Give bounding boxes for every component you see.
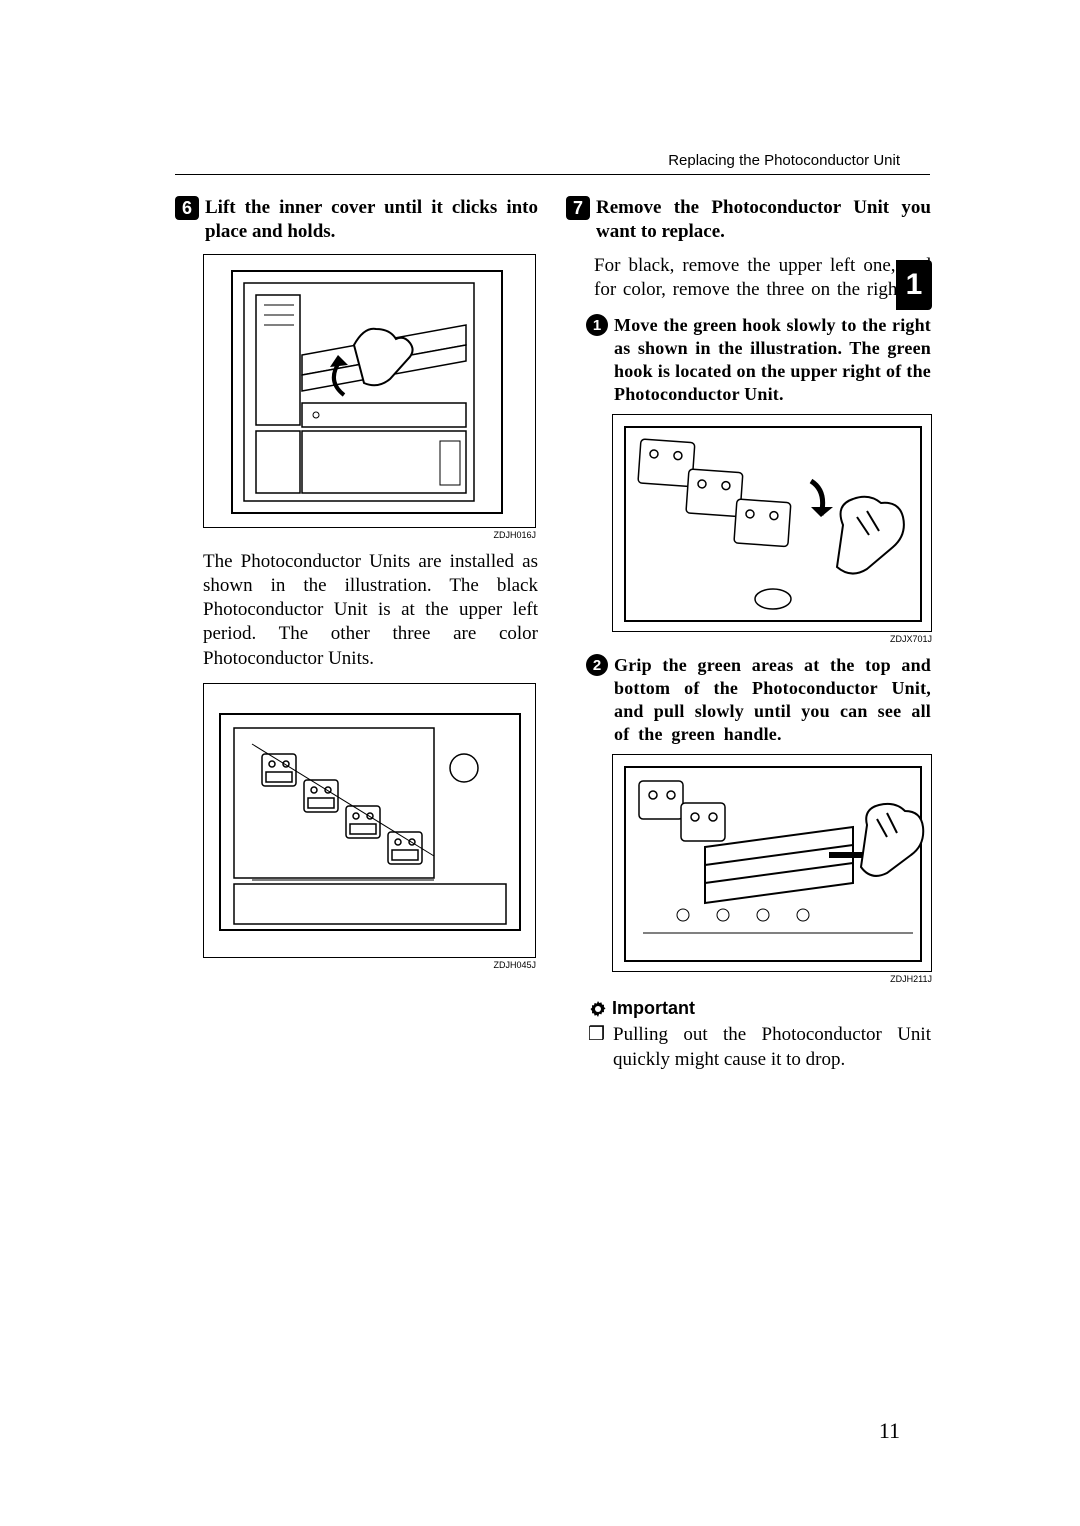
substep-1-text: Move the green hook slowly to the right …	[614, 314, 931, 406]
illustration-1-code: ZDJH016J	[203, 530, 536, 540]
illustration-4	[612, 754, 932, 972]
left-column: 6 Lift the inner cover until it clicks i…	[175, 196, 538, 1072]
illustration-4-code: ZDJH211J	[612, 974, 932, 984]
illustration-1	[203, 254, 536, 528]
substep-2: 2 Grip the green areas at the top and bo…	[586, 654, 931, 746]
gear-icon	[588, 999, 608, 1019]
page: Replacing the Photoconductor Unit 1 6 Li…	[0, 0, 1080, 1526]
step-number-badge: 6	[175, 196, 199, 220]
step-7-text: Remove the Photoconductor Unit you want …	[596, 196, 931, 244]
page-number: 11	[879, 1418, 900, 1444]
substep-number-badge: 1	[586, 314, 608, 336]
substep-1: 1 Move the green hook slowly to the righ…	[586, 314, 931, 406]
important-bullet: ❒ Pulling out the Photoconductor Unit qu…	[588, 1023, 931, 1072]
important-heading: Important	[588, 998, 931, 1019]
right-column: 7 Remove the Photoconductor Unit you wan…	[566, 196, 931, 1072]
substep-2-text: Grip the green areas at the top and bott…	[614, 654, 931, 746]
important-label: Important	[612, 998, 695, 1019]
step-7-body: For black, remove the upper left one, an…	[594, 254, 931, 303]
step-6-heading: 6 Lift the inner cover until it clicks i…	[175, 196, 538, 244]
illustration-2-code: ZDJH045J	[203, 960, 536, 970]
step-number-badge: 7	[566, 196, 590, 220]
step-6-text: Lift the inner cover until it clicks int…	[205, 196, 538, 244]
illustration-2	[203, 683, 536, 958]
running-header: Replacing the Photoconductor Unit	[668, 152, 900, 169]
illustration-3-code: ZDJX701J	[612, 634, 932, 644]
important-bullet-text: Pulling out the Photoconductor Unit quic…	[613, 1023, 931, 1072]
header-rule	[175, 174, 930, 175]
content-columns: 6 Lift the inner cover until it clicks i…	[175, 196, 930, 1072]
step-7-heading: 7 Remove the Photoconductor Unit you wan…	[566, 196, 931, 244]
illustration-3	[612, 414, 932, 632]
bullet-icon: ❒	[588, 1023, 605, 1072]
step-6-body: The Photoconductor Units are installed a…	[203, 550, 538, 672]
substep-number-badge: 2	[586, 654, 608, 676]
